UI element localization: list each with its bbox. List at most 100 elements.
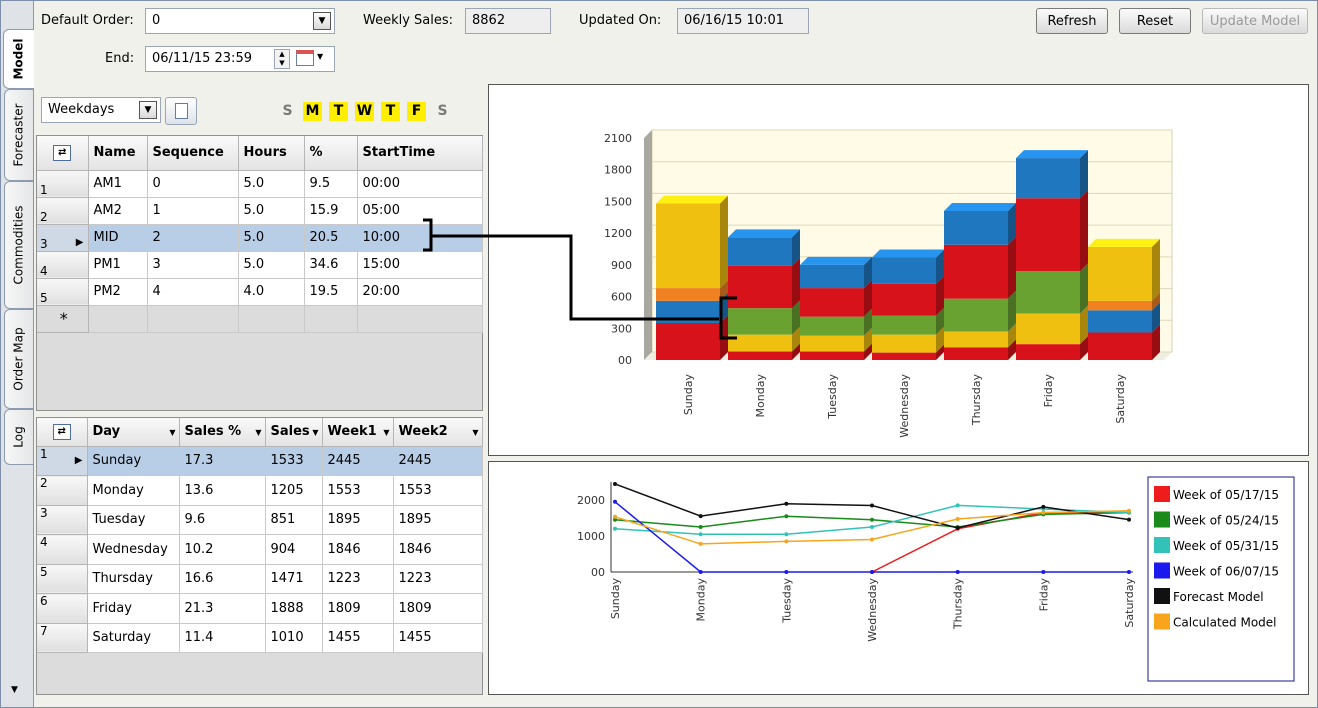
day-toggle-0[interactable]: S [282,103,293,119]
column-header[interactable]: Sales ▼ [265,418,323,447]
filter-dropdown-icon[interactable]: ▼ [169,428,176,437]
table-cell[interactable]: 1533 [265,446,323,476]
table-row[interactable]: 2 Monday 13.6 1205 1553 1553 [37,475,483,506]
column-header[interactable]: Sequence [147,136,239,171]
table-cell[interactable]: Thursday [87,564,180,594]
column-header[interactable]: Week1 ▼ [322,418,394,447]
table-cell[interactable]: 0 [147,170,239,198]
table-cell[interactable]: 1846 [393,534,483,565]
table-cell[interactable]: 1888 [265,593,323,624]
refresh-button[interactable]: Refresh [1036,8,1108,34]
column-header[interactable]: StartTime [357,136,483,171]
column-header[interactable]: Name [88,136,148,171]
table-cell[interactable]: 851 [265,505,323,535]
table-cell[interactable]: Tuesday [87,505,180,535]
column-chooser-icon[interactable]: ⇄ [37,136,89,171]
table-cell[interactable]: 11.4 [179,623,266,653]
table-cell[interactable]: 10:00 [357,224,483,252]
calendar-icon[interactable] [296,50,314,66]
table-cell[interactable]: 1809 [322,593,394,624]
table-cell[interactable]: 1809 [393,593,483,624]
table-cell[interactable]: 1553 [322,475,394,506]
day-toggle-6[interactable]: S [437,103,448,119]
table-cell[interactable]: 3 [147,251,239,279]
row-header[interactable]: 2 [37,475,88,506]
filter-dropdown-icon[interactable]: ▼ [312,428,319,437]
row-header[interactable]: 6 [37,593,88,624]
table-row[interactable]: 4 Wednesday 10.2 904 1846 1846 [37,534,483,565]
reset-button[interactable]: Reset [1119,8,1191,34]
column-chooser-icon[interactable]: ⇄ [37,418,88,447]
table-row[interactable]: 5 Thursday 16.6 1471 1223 1223 [37,564,483,594]
day-toggle-5[interactable]: F [407,102,426,121]
table-cell[interactable]: AM1 [88,170,148,198]
table-cell[interactable]: 16.6 [179,564,266,594]
table-cell[interactable]: 4 [147,278,239,306]
row-header[interactable]: 3 [37,505,88,535]
table-cell[interactable]: 19.5 [304,278,358,306]
table-cell[interactable]: 34.6 [304,251,358,279]
table-cell[interactable]: 15.9 [304,197,358,225]
table-cell[interactable]: 1 [147,197,239,225]
end-datetime-field[interactable]: 06/11/15 23:59 ▲ ▼ ▼ [145,46,335,72]
table-row[interactable]: 1 AM1 0 5.0 9.5 00:00 [37,170,483,198]
row-header[interactable]: 3 ▶ [37,224,89,252]
table-row[interactable]: 7 Saturday 11.4 1010 1455 1455 [37,623,483,653]
table-cell[interactable]: AM2 [88,197,148,225]
new-row[interactable]: * [37,305,483,333]
table-cell[interactable]: 00:00 [357,170,483,198]
row-header[interactable]: 5 [37,564,88,594]
table-cell[interactable]: Saturday [87,623,180,653]
table-cell[interactable]: Sunday [87,446,180,476]
table-cell[interactable]: 1010 [265,623,323,653]
table-row[interactable]: 3 ▶ MID 2 5.0 20.5 10:00 [37,224,483,252]
table-row[interactable]: 4 PM1 3 5.0 34.6 15:00 [37,251,483,279]
table-cell[interactable]: Friday [87,593,180,624]
table-cell[interactable]: 2445 [322,446,394,476]
table-cell[interactable]: PM1 [88,251,148,279]
table-cell[interactable]: Monday [87,475,180,506]
table-cell[interactable]: 1895 [322,505,394,535]
tab-log[interactable]: Log [4,409,33,465]
tab-model[interactable]: Model [3,29,34,89]
row-header[interactable]: 1 ▶ [37,446,88,476]
table-cell[interactable] [357,305,483,333]
table-row[interactable]: 2 AM2 1 5.0 15.9 05:00 [37,197,483,225]
day-toggle-1[interactable]: M [303,102,322,121]
tab-scroll-down-icon[interactable]: ▼ [11,685,18,695]
row-header[interactable]: 7 [37,623,88,653]
table-cell[interactable]: 20:00 [357,278,483,306]
tab-order-map[interactable]: Order Map [4,309,33,409]
table-cell[interactable] [147,305,239,333]
row-header[interactable]: 2 [37,197,89,225]
day-toggle-4[interactable]: T [381,102,400,121]
table-cell[interactable]: 5.0 [238,251,305,279]
table-cell[interactable]: 1846 [322,534,394,565]
chevron-down-icon[interactable]: ▼ [313,12,331,30]
table-cell[interactable]: 20.5 [304,224,358,252]
tab-forecaster[interactable]: Forecaster [4,89,33,181]
column-header[interactable]: % [304,136,358,171]
chevron-down-icon[interactable]: ▼ [139,101,157,119]
table-row[interactable]: 6 Friday 21.3 1888 1809 1809 [37,593,483,624]
update-model-button[interactable]: Update Model [1202,8,1308,34]
table-cell[interactable]: 1223 [393,564,483,594]
row-header[interactable]: 4 [37,534,88,565]
table-cell[interactable]: 1895 [393,505,483,535]
table-cell[interactable]: 15:00 [357,251,483,279]
filter-dropdown-icon[interactable]: ▼ [255,428,262,437]
filter-dropdown-icon[interactable]: ▼ [383,428,390,437]
table-cell[interactable]: 10.2 [179,534,266,565]
copy-button[interactable] [165,97,197,125]
table-cell[interactable]: 5.0 [238,197,305,225]
calendar-dropdown-icon[interactable]: ▼ [317,52,324,61]
table-row[interactable]: 1 ▶ Sunday 17.3 1533 2445 2445 [37,446,483,476]
table-cell[interactable]: 1553 [393,475,483,506]
table-cell[interactable]: 2 [147,224,239,252]
column-header[interactable]: Day ▼ [87,418,180,447]
table-cell[interactable]: MID [88,224,148,252]
row-header[interactable]: 5 [37,278,89,306]
table-cell[interactable]: 21.3 [179,593,266,624]
day-filter-select[interactable]: Weekdays ▼ [41,97,161,123]
table-cell[interactable]: 1471 [265,564,323,594]
